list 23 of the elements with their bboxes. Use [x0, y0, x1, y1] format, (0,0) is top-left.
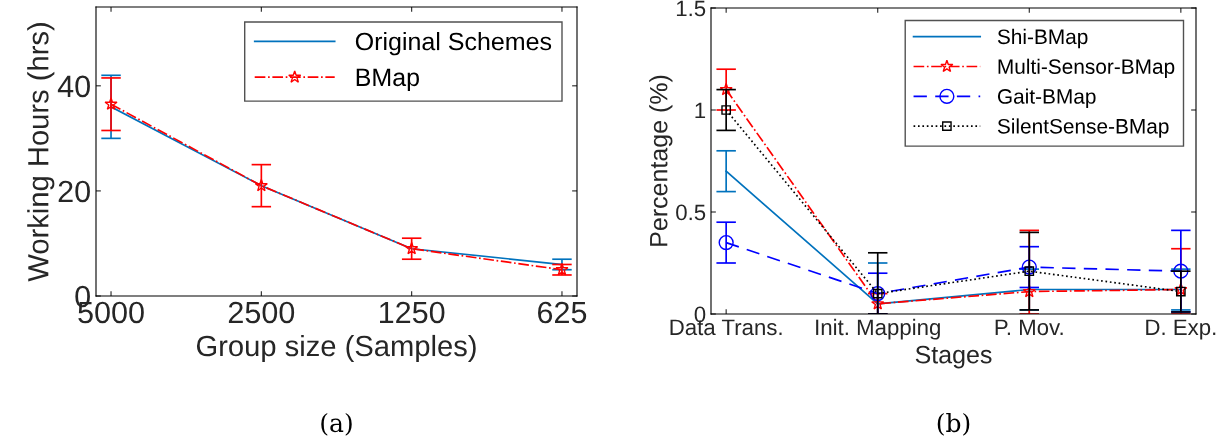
text: (b): [937, 412, 970, 436]
x-tick-label: 1250: [380, 301, 445, 324]
text: (a): [321, 412, 352, 436]
x-tick-label: 625: [538, 301, 587, 324]
x-axis-title: Stages: [915, 345, 992, 369]
y-tick-label: 1: [695, 102, 706, 119]
legend-label: BMap: [356, 68, 419, 92]
x-axis-title: Group size (Samples): [196, 334, 476, 363]
legend-label: Original Schemes: [355, 32, 552, 56]
legend-label: Shi-BMap: [997, 28, 1088, 49]
x-tick-label: P. Mov.: [995, 319, 1063, 336]
legend-label: Multi-Sensor-BMap: [998, 58, 1175, 79]
y-tick-label: 20: [58, 180, 90, 203]
legend-label: SilentSense-BMap: [997, 118, 1169, 138]
x-tick-label: Init. Mapping: [816, 318, 940, 340]
y-tick-label: 0.5: [676, 204, 706, 221]
x-tick-label: D. Exp.: [1146, 319, 1216, 340]
x-tick-label: 2500: [228, 301, 295, 324]
legend-label: Gait-BMap: [997, 88, 1096, 108]
y-axis-title: Percentage (%): [649, 75, 673, 246]
y-tick-label: 1.5: [676, 0, 706, 17]
y-tick-label: 40: [57, 75, 90, 98]
y-axis-title: Working Hours (hrs): [27, 23, 55, 282]
